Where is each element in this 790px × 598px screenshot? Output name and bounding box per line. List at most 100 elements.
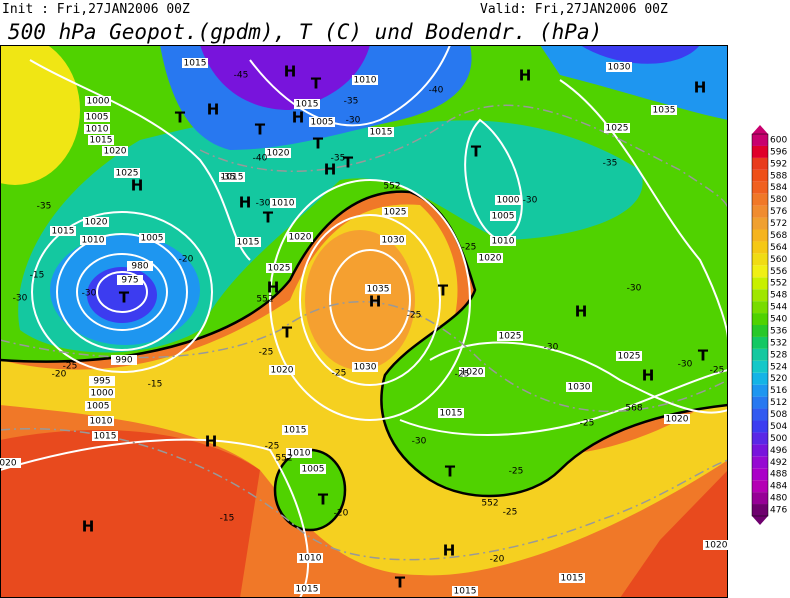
colorbar-swatch bbox=[752, 169, 768, 182]
warm-region bbox=[0, 430, 260, 598]
temperature-label: -25 bbox=[509, 467, 524, 477]
colorbar-label: 504 bbox=[770, 422, 787, 432]
temperature-label: -20 bbox=[52, 370, 67, 380]
colorbar-swatch bbox=[752, 408, 768, 421]
colorbar-swatch bbox=[752, 265, 768, 278]
pressure-center: T bbox=[445, 463, 456, 481]
pressure-center: H bbox=[82, 518, 95, 536]
colorbar-label: 532 bbox=[770, 338, 787, 348]
isobar-label: 1015 bbox=[94, 432, 117, 442]
pressure-center: H bbox=[519, 67, 532, 85]
isobar-label-box bbox=[559, 573, 585, 583]
isobar-label: 1020 bbox=[666, 415, 689, 425]
colorbar-swatch bbox=[752, 289, 768, 302]
pressure-center: H bbox=[324, 161, 337, 179]
pressure-center: H bbox=[575, 303, 588, 321]
temperature-label: -35 bbox=[344, 97, 359, 107]
isobar-label-box bbox=[88, 416, 114, 426]
colorbar-label: 556 bbox=[770, 267, 787, 277]
colorbar-label: 544 bbox=[770, 303, 787, 313]
isobar-label-box bbox=[235, 237, 261, 247]
isobar-label-box bbox=[117, 275, 143, 285]
isobar-label-box bbox=[89, 376, 115, 386]
temperature-label: -30 bbox=[412, 437, 427, 447]
isobar-label-box bbox=[85, 96, 111, 106]
colorbar-label: 568 bbox=[770, 231, 787, 241]
pressure-center: H bbox=[131, 177, 144, 195]
isobar-label-box bbox=[452, 586, 478, 596]
isobar-label-box bbox=[294, 99, 320, 109]
temperature-label: -15 bbox=[30, 271, 45, 281]
isobar-label: 1005 bbox=[492, 212, 515, 222]
isobar-label-box bbox=[309, 117, 335, 127]
pressure-center: T bbox=[698, 347, 709, 365]
contour-552 bbox=[0, 190, 728, 498]
isobar-label: 1015 bbox=[561, 574, 584, 584]
pressure-center: T bbox=[471, 143, 482, 161]
pressure-center: H bbox=[205, 433, 218, 451]
colorbar-swatch bbox=[752, 492, 768, 505]
isobar-label: 1005 bbox=[87, 402, 110, 412]
pressure-center: H bbox=[239, 194, 252, 212]
colorbar-swatch bbox=[752, 336, 768, 349]
isobar-label-box bbox=[92, 431, 118, 441]
isobar-label-box bbox=[265, 148, 291, 158]
isobar-label: 1015 bbox=[184, 59, 207, 69]
colorbar-swatch bbox=[752, 420, 768, 433]
isobar-label-box bbox=[287, 232, 313, 242]
isobar-label: 1025 bbox=[268, 264, 291, 274]
isobar-label: 1000 bbox=[497, 196, 520, 206]
pressure-center: T bbox=[438, 282, 449, 300]
isobar-label-box bbox=[127, 261, 153, 271]
init-time: Init : Fri,27JAN2006 00Z bbox=[2, 2, 190, 17]
isobar-label: 1010 bbox=[90, 417, 113, 427]
temperature-label: -25 bbox=[265, 442, 280, 452]
temperature-label: -30 bbox=[346, 116, 361, 126]
pressure-center: T bbox=[343, 154, 354, 172]
cold-blob bbox=[275, 450, 345, 530]
colorbar-label: 488 bbox=[770, 470, 787, 480]
colorbar-swatch bbox=[752, 253, 768, 266]
colorbar-swatch bbox=[752, 181, 768, 194]
colorbar-label: 512 bbox=[770, 398, 787, 408]
colorbar-swatch bbox=[752, 325, 768, 337]
contour-label: 568 bbox=[625, 404, 642, 414]
colorbar-swatch bbox=[752, 480, 768, 493]
isobar-label: 1015 bbox=[90, 136, 113, 146]
colorbar-swatch bbox=[752, 301, 768, 314]
isobar-label: 1020 bbox=[267, 149, 290, 159]
isobar-label: 1015 bbox=[296, 585, 319, 595]
temperature-label: -25 bbox=[710, 366, 725, 376]
isobar-label: 1025 bbox=[499, 332, 522, 342]
isobar-label-box bbox=[84, 112, 110, 122]
isobar-label-box bbox=[83, 217, 109, 227]
colorbar: 476 480 484 488 492 496 500 504 508 512 516 520 524 5… bbox=[751, 125, 787, 525]
contour-label: 552 bbox=[481, 499, 498, 509]
temperature-label: -20 bbox=[490, 555, 505, 565]
temperature-label: -25 bbox=[332, 369, 347, 379]
isobar-label-box bbox=[497, 331, 523, 341]
isobar-label: 1015 bbox=[237, 238, 260, 248]
isobar-label-box bbox=[85, 401, 111, 411]
pressure-center: T bbox=[255, 121, 266, 139]
temperature-label: -25 bbox=[63, 362, 78, 372]
colorbar-swatch bbox=[752, 372, 768, 385]
isobar-label-box bbox=[490, 236, 516, 246]
isobar-label: 980 bbox=[131, 262, 148, 272]
isobar-label-box bbox=[703, 540, 729, 550]
colorbar-swatch bbox=[752, 396, 768, 409]
isobar-label: 1015 bbox=[284, 426, 307, 436]
isobar-label: 020 bbox=[0, 459, 17, 469]
isobar-label: 1010 bbox=[86, 125, 109, 135]
colorbar-label: 516 bbox=[770, 386, 787, 396]
isobar-label-box bbox=[50, 226, 76, 236]
temperature-label: -30 bbox=[13, 294, 28, 304]
isobar-label-box bbox=[490, 211, 516, 221]
colorbar-swatch bbox=[752, 145, 768, 158]
isobar-label: 1020 bbox=[705, 541, 728, 551]
pressure-center: H bbox=[292, 109, 305, 127]
isobar-label: 1025 bbox=[606, 124, 629, 134]
colorbar-label: 576 bbox=[770, 207, 787, 217]
pressure-center: H bbox=[267, 279, 280, 297]
